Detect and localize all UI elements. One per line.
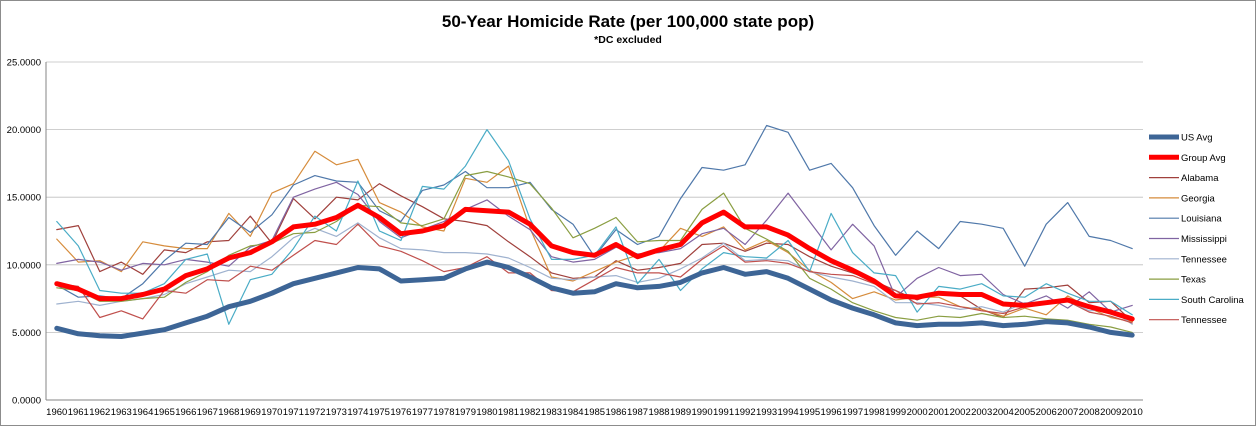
x-tick-label: 1967 [197, 407, 218, 418]
x-tick-label: 1982 [519, 407, 540, 418]
x-tick-label: 1989 [670, 407, 691, 418]
legend-label: US Avg [1181, 133, 1213, 144]
chart-subtitle: *DC excluded [594, 34, 662, 46]
x-tick-label: 1980 [476, 407, 497, 418]
y-tick-label: 25.0000 [7, 58, 41, 69]
x-tick-label: 1969 [240, 407, 261, 418]
x-tick-label: 1976 [390, 407, 411, 418]
legend-label: Group Avg [1181, 153, 1226, 164]
series-line-georgia [56, 150, 1133, 323]
x-tick-label: 1999 [885, 407, 906, 418]
x-tick-label: 1974 [347, 407, 368, 418]
x-tick-label: 1981 [498, 407, 519, 418]
x-tick-label: 1977 [412, 407, 433, 418]
series-line-tennessee [56, 222, 1133, 325]
x-tick-label: 1971 [283, 407, 304, 418]
y-axis-ticks: 0.0000 5.0000 10.0000 15.0000 20.0000 25.0000 [7, 58, 41, 407]
series-line-louisiana [56, 124, 1133, 300]
x-tick-label: 2004 [993, 407, 1014, 418]
x-tick-label: 1993 [756, 407, 777, 418]
x-tick-label: 1984 [562, 407, 583, 418]
legend-label: Tennessee [1181, 254, 1227, 265]
x-tick-label: 1987 [627, 407, 648, 418]
legend-label: Georgia [1181, 193, 1216, 204]
x-tick-label: 1996 [821, 407, 842, 418]
x-tick-label: 1985 [584, 407, 605, 418]
chart-title: 50-Year Homicide Rate (per 100,000 state… [441, 12, 815, 31]
x-tick-label: 1994 [778, 407, 799, 418]
x-tick-label: 1979 [455, 407, 476, 418]
y-tick-label: 0.0000 [12, 396, 41, 407]
x-tick-label: 1970 [261, 407, 282, 418]
legend-label: Louisiana [1181, 214, 1222, 225]
x-tick-label: 1991 [713, 407, 734, 418]
x-tick-label: 1995 [799, 407, 820, 418]
x-tick-label: 1962 [89, 407, 110, 418]
x-tick-label: 2005 [1014, 407, 1035, 418]
x-tick-label: 1998 [864, 407, 885, 418]
x-tick-label: 1988 [648, 407, 669, 418]
x-tick-label: 2006 [1036, 407, 1057, 418]
x-tick-label: 2007 [1057, 407, 1078, 418]
legend-label: Texas [1181, 275, 1206, 286]
series-lines [54, 124, 1135, 339]
x-tick-label: 1966 [175, 407, 196, 418]
legend: US Avg Group Avg Alabama Georgia Louisiana Mi… [1149, 133, 1245, 326]
legend-label: Tennessee [1181, 315, 1227, 326]
x-tick-label: 1978 [433, 407, 454, 418]
x-tick-label: 2010 [1122, 407, 1143, 418]
legend-label: South Carolina [1181, 295, 1245, 306]
x-tick-label: 2003 [971, 407, 992, 418]
x-tick-label: 1992 [734, 407, 755, 418]
x-tick-label: 1997 [842, 407, 863, 418]
series-line-texas [56, 170, 1133, 333]
x-tick-label: 1990 [691, 407, 712, 418]
x-tick-label: 1973 [326, 407, 347, 418]
axes [45, 62, 1143, 401]
series-line-us-avg [54, 259, 1135, 339]
x-tick-label: 1960 [46, 407, 67, 418]
x-tick-label: 1963 [111, 407, 132, 418]
x-tick-label: 1968 [218, 407, 239, 418]
x-tick-label: 2002 [950, 407, 971, 418]
gridlines [46, 61, 1143, 333]
x-axis-ticks: 1960 1961 1962 1963 1964 1965 1966 1967 1968 1969… [46, 407, 1143, 418]
x-tick-label: 1964 [132, 407, 153, 418]
x-tick-label: 2000 [907, 407, 928, 418]
x-tick-label: 2008 [1079, 407, 1100, 418]
series-line-group-avg [54, 202, 1135, 322]
x-tick-label: 2009 [1100, 407, 1121, 418]
x-tick-label: 1972 [304, 407, 325, 418]
y-tick-label: 5.0000 [12, 328, 41, 339]
legend-label: Mississippi [1181, 234, 1227, 245]
y-tick-label: 15.0000 [7, 193, 41, 204]
x-tick-label: 2001 [928, 407, 949, 418]
y-tick-label: 10.0000 [7, 260, 41, 271]
x-tick-label: 1965 [154, 407, 175, 418]
x-tick-label: 1986 [605, 407, 626, 418]
series-line-tennessee [56, 223, 1133, 324]
x-tick-label: 1961 [68, 407, 89, 418]
legend-label: Alabama [1181, 173, 1219, 184]
x-tick-label: 1975 [369, 407, 390, 418]
series-line-mississippi [56, 181, 1133, 313]
y-tick-label: 20.0000 [7, 125, 41, 136]
x-tick-label: 1983 [541, 407, 562, 418]
